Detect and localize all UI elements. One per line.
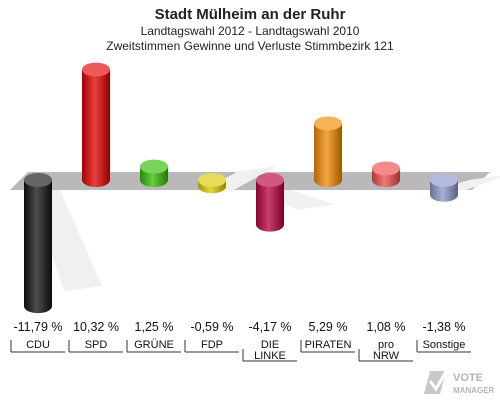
- bar-body: [314, 123, 342, 187]
- bar-cap: [198, 173, 226, 187]
- category-label-line: CDU: [26, 339, 50, 351]
- category-label-line: pro: [378, 339, 394, 351]
- chart-title: Stadt Mülheim an der Ruhr: [155, 6, 346, 23]
- category-label-line: LINKE: [254, 350, 286, 362]
- chart-subtitle-1: Landtagswahl 2012 - Landtagswahl 2010: [141, 24, 360, 38]
- bar-body: [256, 180, 284, 232]
- bar-cap: [24, 173, 52, 187]
- bar-piraten: [314, 116, 342, 187]
- bar-die-linke: [256, 173, 334, 232]
- bar-pro-nrw: [372, 161, 400, 187]
- category-label: PIRATEN: [300, 339, 355, 353]
- bar-fdp: [198, 166, 276, 194]
- category-label-line: PIRATEN: [305, 339, 352, 351]
- category-label-line: DIE: [261, 339, 279, 351]
- value-label: -11,79 %: [13, 320, 62, 334]
- category-label: Sonstige: [416, 339, 471, 353]
- bar-cap: [372, 161, 400, 176]
- baseline-plane: [10, 172, 490, 190]
- bar-cap: [430, 173, 458, 187]
- category-label-line: NRW: [373, 350, 400, 362]
- value-label: 1,08 %: [367, 320, 406, 334]
- chart-subtitle-2: Zweitstimmen Gewinne und Verluste Stimmb…: [106, 39, 394, 53]
- bar-cap: [314, 116, 342, 131]
- plot-area: [24, 62, 500, 314]
- vote-manager-logo: VOTE MANAGER: [424, 367, 495, 395]
- bar-body: [82, 69, 110, 187]
- category-label: CDU: [10, 339, 65, 353]
- bar-cdu: [24, 173, 102, 314]
- value-label: 5,29 %: [309, 320, 348, 334]
- bar-cap: [140, 159, 168, 174]
- svg-text:VOTE: VOTE: [453, 372, 483, 384]
- bar-sonstige: [430, 173, 500, 202]
- category-label: GRÜNE: [126, 339, 181, 353]
- category-label-line: GRÜNE: [134, 339, 174, 351]
- value-label: -0,59 %: [190, 320, 233, 334]
- value-labels: -11,79 % 10,32 % 1,25 % -0,59 % -4,17 % 5,29 …: [13, 320, 465, 334]
- svg-text:MANAGER: MANAGER: [453, 386, 495, 395]
- category-label: FDP: [184, 339, 239, 353]
- value-label: 1,25 %: [135, 320, 174, 334]
- bar-grüne: [140, 159, 168, 187]
- category-label-line: Sonstige: [423, 339, 466, 351]
- value-label: -1,38 %: [422, 320, 465, 334]
- bar-body: [24, 180, 52, 314]
- category-label-line: FDP: [201, 339, 223, 351]
- category-label: SPD: [68, 339, 123, 353]
- value-label: 10,32 %: [73, 320, 119, 334]
- bar-spd: [82, 62, 110, 187]
- bar-cap: [256, 173, 284, 187]
- category-label-line: SPD: [85, 339, 108, 351]
- bar-cap: [82, 62, 110, 77]
- value-label: -4,17 %: [248, 320, 291, 334]
